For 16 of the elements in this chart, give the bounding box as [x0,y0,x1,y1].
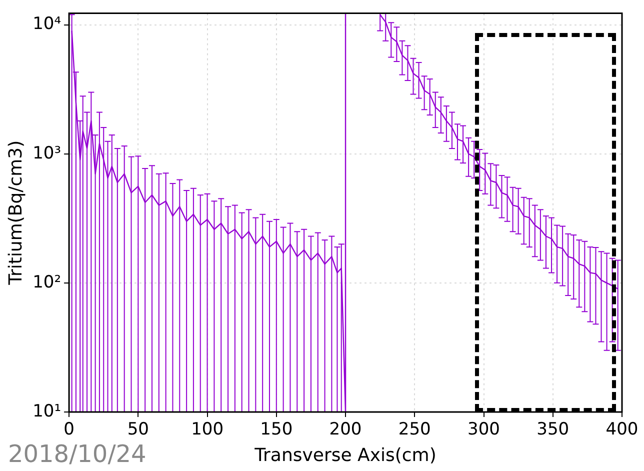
x-tick-label: 400 [606,420,638,440]
x-tick-label: 0 [64,420,74,440]
y-tick-label: 10³ [32,143,62,164]
x-axis-title: Transverse Axis(cm) [254,444,436,466]
x-tick-label: 200 [329,420,362,440]
x-tick-label: 150 [260,420,293,440]
x-tick-label: 50 [127,420,149,440]
y-axis-title: Tritium(Bq/cm3) [5,140,26,286]
x-tick-label: 300 [468,420,500,440]
y-tick-label: 10² [32,272,62,292]
x-tick-label: 350 [536,420,570,440]
text: 2018/10/24 [8,440,146,468]
x-tick-label: 250 [398,420,431,440]
y-tick-label: 10⁴ [32,14,62,34]
y-tick-label: 10¹ [32,401,62,422]
x-tick-label: 100 [191,420,224,440]
